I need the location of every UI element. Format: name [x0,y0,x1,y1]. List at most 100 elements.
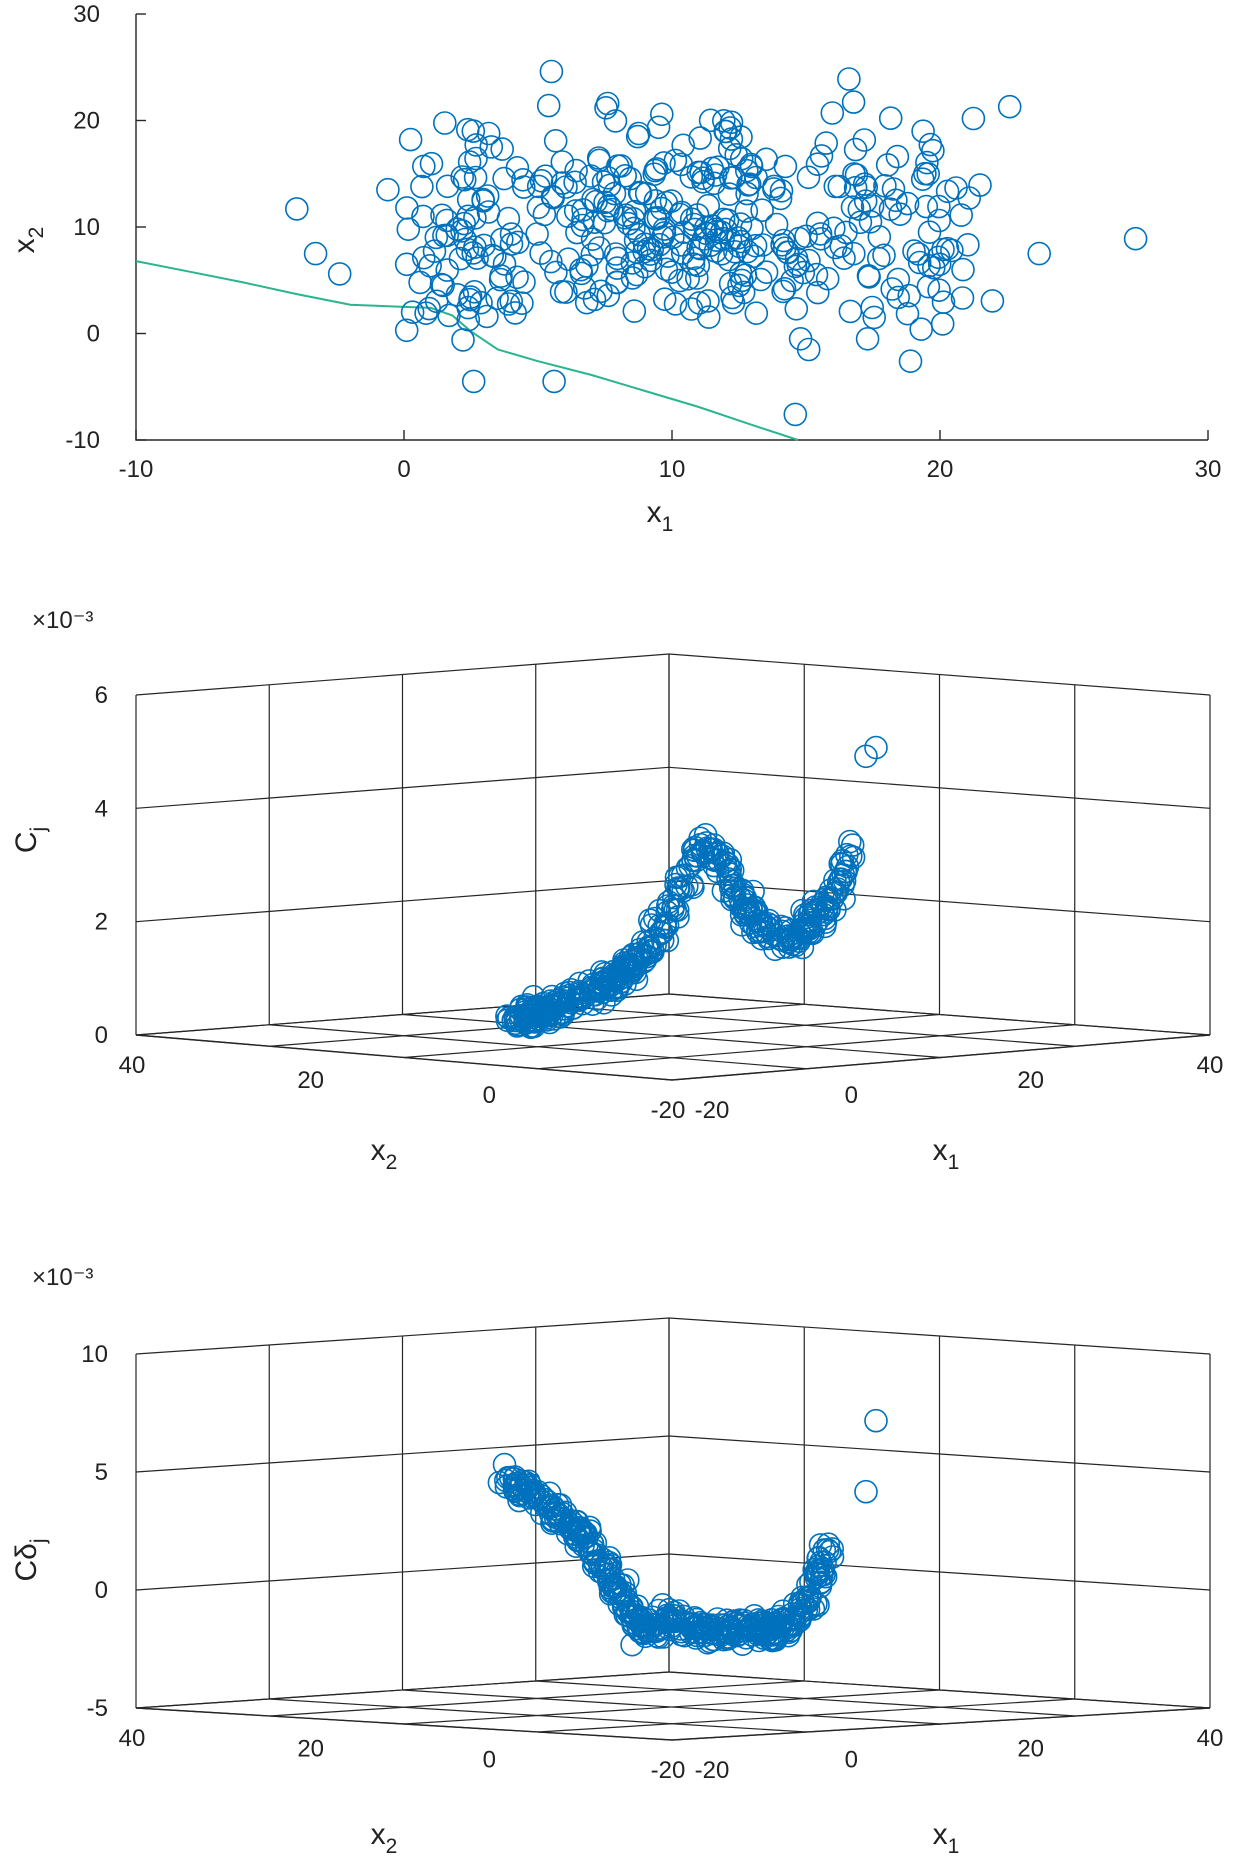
scatter-point [852,128,877,152]
scatter-point [533,164,558,188]
scatter-point [584,189,608,214]
scatter-point [838,299,863,324]
scatter-point [728,261,753,286]
scatter-point [605,154,630,178]
scatter-point [814,131,839,155]
scatter-point [435,208,459,233]
scatter-point [463,165,488,190]
scatter-point-3d [756,911,780,936]
scatter-point-3d [742,914,767,939]
scatter-point-3d [864,1408,888,1433]
scatter-point [649,102,674,127]
scatter-point [638,248,663,273]
ztick-label: 0 [95,1022,108,1049]
scatter-point-3d [730,912,754,937]
floor-gridline [537,1024,1075,1070]
scatter-point [783,254,808,279]
scatter-point [909,317,934,342]
scatter-point [669,233,693,257]
scatter-point-3d [517,1480,541,1505]
scatter-point [711,109,736,133]
scatter-point-3d [574,1533,599,1558]
scatter-point [628,181,653,205]
scatter-point-3d [588,1553,613,1578]
scatter-point [485,286,509,311]
scatter-point-3d [591,966,616,991]
scatter-point [461,369,486,394]
scatter-point-3d [618,945,643,969]
scatter-point [538,249,563,274]
scatter-point [435,174,460,199]
scatter-point [808,222,833,246]
scatter-point [691,227,716,251]
scatter-point-3d [832,869,857,893]
scatter-point [926,245,951,270]
scatter-point [410,174,434,199]
scatter-point [569,257,593,282]
scatter-point [411,154,436,179]
scatter-point-3d [787,926,812,950]
ztick-label: 2 [95,909,108,936]
bottom-zlabel: Cδj [10,1538,50,1581]
scatter-point [696,305,721,329]
top-xtick-label: 30 [1195,456,1222,483]
bottom-x2-label: x2 [371,1818,398,1858]
top-tick-group: -10 0 10 20 30 -10 0 10 20 30 [65,1,1221,483]
x2-tick-label: 0 [483,1746,496,1773]
floor-front-axes [135,1034,1211,1081]
top-ylabel: x2 [8,227,48,254]
scatter-point [796,165,821,190]
scatter-point [550,171,575,195]
scatter-point [451,328,475,352]
scatter-point [872,243,896,268]
scatter-point-3d [501,1008,526,1033]
scatter-point [854,175,879,199]
scatter-point-3d [759,913,783,938]
scatter-point [797,248,821,273]
scatter-point-3d [600,968,625,992]
scatter-point-3d [746,1619,771,1644]
scatter-point [796,337,821,362]
scatter-point [734,158,759,183]
scatter-point [744,301,769,326]
scatter-point [529,169,554,193]
scatter-point [505,156,530,180]
scatter-point-3d [549,1001,574,1026]
scatter-point-3d [710,844,735,868]
scatter-point [455,237,480,262]
scatter-point [821,216,846,241]
scatter-point [512,270,536,294]
scatter-point [772,236,797,260]
scatter-point [713,217,738,242]
scatter-point [885,144,910,169]
scatter-point [593,190,617,215]
scatter-point [469,290,493,315]
x2-tick-label: 20 [297,1736,324,1763]
top-ytick-label: 30 [73,1,100,28]
scatter-point-3d [525,995,549,1020]
scatter-point-3d [790,898,814,923]
scatter-point-3d [559,977,583,1002]
wall-gridline-horizontal [668,1553,1211,1591]
scatter-point [479,135,504,159]
scatter-point [794,224,818,249]
scatter-point [1123,226,1148,251]
scatter-point [612,206,637,230]
scatter-point [550,150,575,174]
scatter-point-3d [606,967,631,992]
scatter-point-3d [646,1625,671,1649]
floor-gridline [535,1003,1076,1047]
scatter-plot-3d-cj: ×10⁻³ 0 2 4 6 40 20 0 -20 -20 0 20 40 x2 x1 Cj [10,607,1223,1174]
scatter-point-3d [600,1580,624,1604]
scatter-point-3d [643,933,667,957]
scatter-point-3d [754,1622,779,1647]
scatter-point-3d [664,872,688,897]
scatter-point [505,265,529,290]
scatter-point [563,199,588,223]
scatter-point-3d [793,919,818,943]
scatter-point-3d [808,1550,833,1574]
scatter-point-3d [666,876,691,901]
top-scatter-points [284,59,1148,427]
scatter-point [432,111,457,135]
